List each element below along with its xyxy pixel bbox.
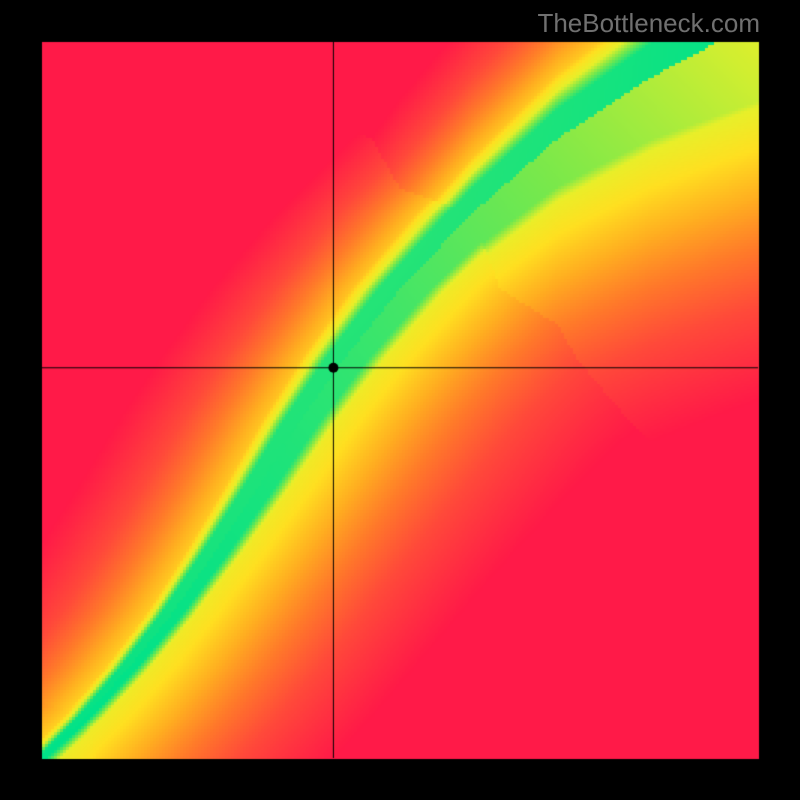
watermark-text: TheBottleneck.com [537,8,760,39]
bottleneck-heatmap [0,0,800,800]
